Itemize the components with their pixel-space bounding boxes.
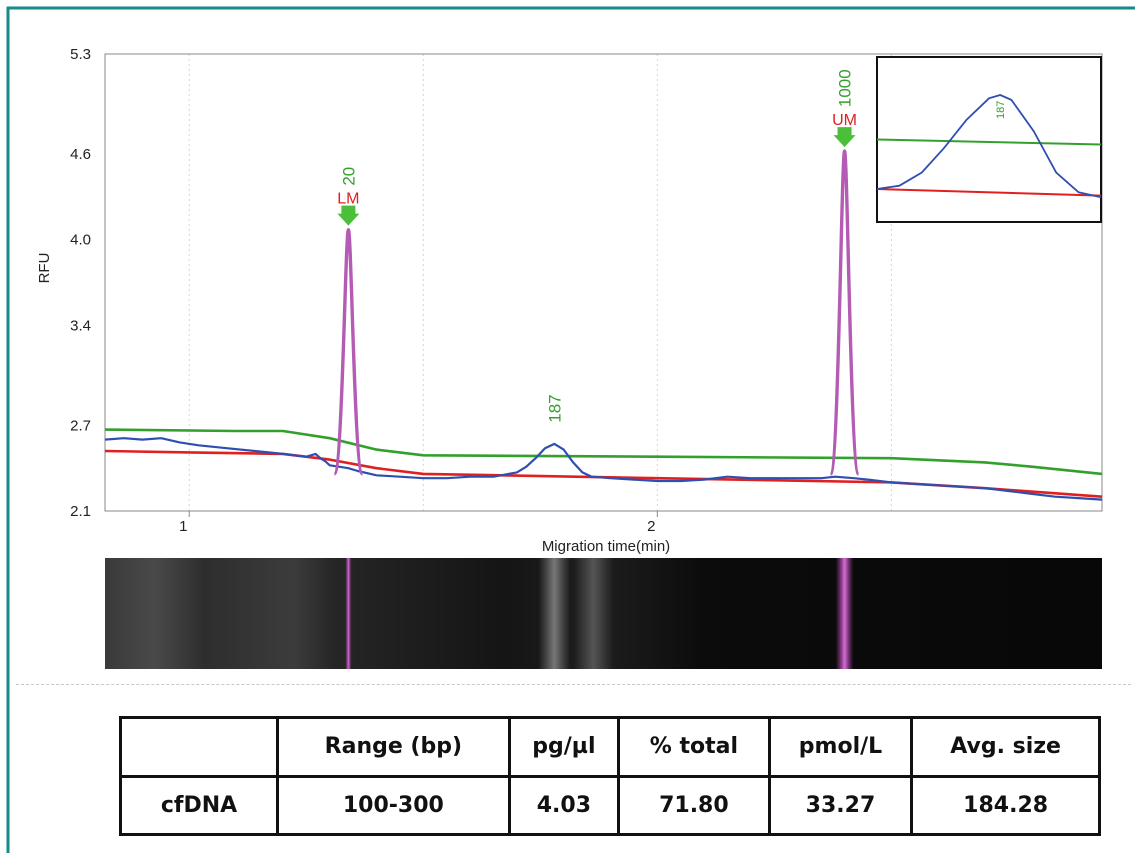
axes: 5.3 4.6 4.0 3.4 2.7 2.1 1 2 [70, 46, 1103, 535]
table-cell: 33.27 [767, 774, 914, 836]
header-cell: Range (bp) [276, 716, 511, 778]
marker-peak [828, 149, 861, 476]
y-axis-label: RFU [36, 253, 53, 284]
header-cell: pg/µl [507, 716, 621, 778]
inset-size-label: 187 [995, 101, 1007, 119]
marker-arrow-icon [337, 205, 360, 226]
lower-baseline-line [104, 449, 1103, 498]
plot-border [104, 53, 1103, 512]
header-cell [119, 716, 279, 778]
table-row: cfDNA 100-300 4.03 71.80 33.27 184.28 [119, 774, 1101, 836]
x-tick-label: 2 [647, 518, 655, 535]
grid [188, 54, 892, 511]
y-tick-label: 2.1 [70, 503, 91, 520]
table-cell: 100-300 [276, 774, 511, 836]
marker-arrow-icon [833, 127, 856, 148]
header-cell: % total [617, 716, 771, 778]
table-cell: 4.03 [507, 774, 621, 836]
y-tick-label: 3.4 [70, 317, 91, 334]
x-axis-label: Migration time(min) [542, 538, 670, 555]
y-tick-label: 4.6 [70, 146, 91, 163]
header-cell: Avg. size [910, 716, 1101, 778]
inset-lower-baseline [876, 188, 1102, 197]
marker-size-label: 1000 [836, 69, 855, 107]
marker-size-label: 20 [339, 167, 358, 186]
table-cell: 71.80 [617, 774, 771, 836]
header-cell: pmol/L [767, 716, 914, 778]
y-tick-label: 2.7 [70, 417, 91, 434]
electropherogram: 5.3 4.6 4.0 3.4 2.7 2.1 1 2 LM 20 UM 1000 187 187 R… [36, 46, 1103, 555]
x-tick-label: 1 [179, 518, 187, 535]
separator [16, 684, 1131, 685]
inset-sample-line [876, 94, 1102, 199]
table-header-row: Range (bp) pg/µl % total pmol/L Avg. siz… [119, 716, 1101, 778]
peak-size-label: 187 [545, 394, 564, 422]
series [104, 149, 1103, 501]
inset-upper-baseline [876, 138, 1102, 146]
inset-zoom: 187 [876, 56, 1102, 223]
upper-baseline-line [104, 428, 1103, 476]
table-cell: 184.28 [910, 774, 1101, 836]
y-tick-label: 5.3 [70, 46, 91, 63]
gel-lane [105, 558, 1102, 669]
table-cell: cfDNA [119, 774, 279, 836]
sample-line [104, 437, 1103, 501]
annotations: LM 20 UM 1000 187 [337, 69, 857, 422]
marker-peak [332, 227, 365, 476]
marker-tag: UM [832, 112, 857, 129]
marker-tag: LM [337, 191, 359, 208]
results-table: Range (bp) pg/µl % total pmol/L Avg. siz… [119, 716, 1101, 836]
y-tick-label: 4.0 [70, 232, 91, 249]
